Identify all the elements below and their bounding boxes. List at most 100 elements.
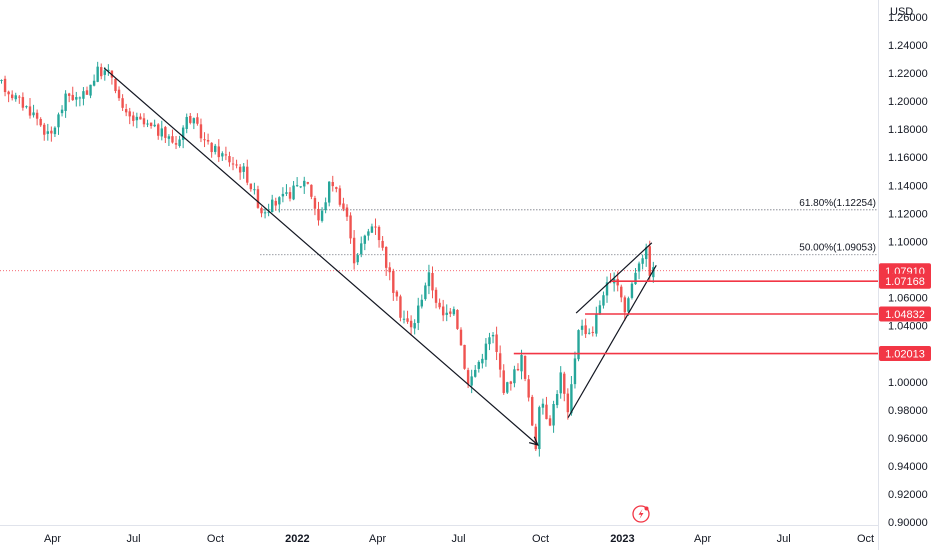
candle-body bbox=[363, 235, 367, 244]
time-axis[interactable]: Apr Jul Oct 2022 Apr Jul Oct 2023 Apr Jul Oct bbox=[44, 533, 874, 545]
candle-body bbox=[292, 185, 295, 200]
candle-body bbox=[392, 270, 395, 293]
candle-body bbox=[406, 318, 409, 322]
candle-body bbox=[7, 91, 10, 95]
candle-body bbox=[652, 267, 655, 278]
price-tick-label: 1.16000 bbox=[888, 152, 928, 164]
candle-body bbox=[32, 112, 35, 116]
price-tick-label: 1.10000 bbox=[888, 236, 928, 248]
fib-label: 50.00%(1.09053) bbox=[799, 243, 876, 254]
candle-body bbox=[349, 215, 352, 239]
candle-body bbox=[509, 381, 513, 384]
candle-body bbox=[598, 305, 602, 314]
candle-body bbox=[531, 396, 534, 426]
candle-body bbox=[616, 278, 619, 286]
candle-body bbox=[267, 211, 270, 213]
candle-body bbox=[181, 127, 185, 140]
price-tick-label: 0.94000 bbox=[888, 461, 928, 473]
candle-body bbox=[210, 142, 213, 153]
candle-body bbox=[488, 337, 491, 345]
candle-body bbox=[634, 272, 637, 285]
candle-body bbox=[171, 136, 174, 143]
candle-body bbox=[377, 226, 381, 241]
candle-body bbox=[221, 153, 224, 157]
candle-body bbox=[399, 296, 402, 318]
candle-body bbox=[360, 243, 363, 255]
candle-body bbox=[82, 91, 85, 99]
candle-body bbox=[491, 334, 495, 337]
candle-body bbox=[335, 187, 338, 189]
candle-body bbox=[630, 283, 634, 298]
candle-body bbox=[199, 124, 203, 139]
candle-body bbox=[57, 114, 60, 128]
candle-body bbox=[324, 202, 327, 211]
candle-body bbox=[463, 344, 466, 369]
candle-body bbox=[402, 318, 406, 320]
candle-body bbox=[456, 309, 459, 329]
candle-body bbox=[10, 94, 14, 99]
candle-body bbox=[427, 272, 431, 287]
candle-body bbox=[96, 66, 99, 82]
candle-body bbox=[146, 123, 149, 125]
price-axis[interactable]: 1.26000 1.24000 1.22000 1.20000 1.18000 1.160… bbox=[888, 12, 928, 529]
candle-body bbox=[278, 197, 281, 205]
fibonacci-levels: 61.80%(1.12254) 50.00%(1.09053) bbox=[0, 198, 878, 272]
fib-label: 61.80%(1.12254) bbox=[799, 198, 876, 209]
candle-body bbox=[114, 78, 117, 92]
time-tick-label: Jul bbox=[777, 533, 791, 545]
candle-body bbox=[602, 295, 605, 306]
candle-body bbox=[516, 368, 520, 371]
candle-body bbox=[0, 79, 3, 81]
price-tick-label: 1.20000 bbox=[888, 96, 928, 108]
candle-body bbox=[434, 289, 438, 303]
candle-body bbox=[520, 354, 523, 372]
candle-body bbox=[178, 139, 181, 146]
candle-body bbox=[271, 199, 274, 213]
event-icon[interactable] bbox=[632, 505, 650, 523]
candle-body bbox=[249, 183, 253, 190]
candle-body bbox=[128, 111, 131, 117]
candle-body bbox=[263, 212, 267, 214]
candle-body bbox=[548, 418, 552, 426]
candle-body bbox=[253, 189, 256, 191]
candle-body bbox=[320, 210, 324, 221]
candle-body bbox=[502, 370, 505, 393]
candle-body bbox=[238, 166, 242, 173]
candle-body bbox=[242, 166, 245, 172]
candle-body bbox=[352, 237, 356, 264]
trendline bbox=[567, 265, 657, 418]
candle-body bbox=[25, 106, 28, 108]
candle-body bbox=[35, 112, 39, 119]
price-tick-label: 1.26000 bbox=[888, 12, 928, 24]
price-tick-label: 1.00000 bbox=[888, 377, 928, 389]
candle-body bbox=[338, 188, 342, 205]
candle-body bbox=[192, 118, 196, 124]
level-price-badge-bg bbox=[879, 306, 931, 322]
candle-body bbox=[206, 139, 210, 142]
price-tick-label: 1.12000 bbox=[888, 208, 928, 220]
candle-body bbox=[644, 247, 648, 260]
price-tick-label: 0.98000 bbox=[888, 405, 928, 417]
candle-body bbox=[449, 311, 452, 314]
candle-body bbox=[153, 124, 156, 127]
candle-body bbox=[85, 90, 89, 95]
price-tick-label: 1.04000 bbox=[888, 321, 928, 333]
candle-body bbox=[563, 373, 566, 394]
candle-body bbox=[121, 98, 124, 108]
trendline-arrowhead bbox=[528, 436, 539, 446]
candle-body bbox=[39, 118, 42, 126]
candle-body bbox=[132, 115, 135, 121]
plot-background bbox=[0, 0, 878, 525]
candle-body bbox=[431, 273, 434, 291]
price-tick-label: 0.90000 bbox=[888, 517, 928, 529]
candle-body bbox=[466, 370, 470, 385]
candle-body bbox=[185, 116, 188, 129]
candle-body bbox=[534, 426, 537, 450]
candle-body bbox=[310, 184, 313, 197]
candle-body bbox=[18, 96, 21, 98]
candle-body bbox=[584, 325, 587, 335]
candle-body bbox=[157, 124, 160, 136]
candle-body bbox=[124, 109, 128, 113]
price-tick-label: 1.06000 bbox=[888, 293, 928, 305]
